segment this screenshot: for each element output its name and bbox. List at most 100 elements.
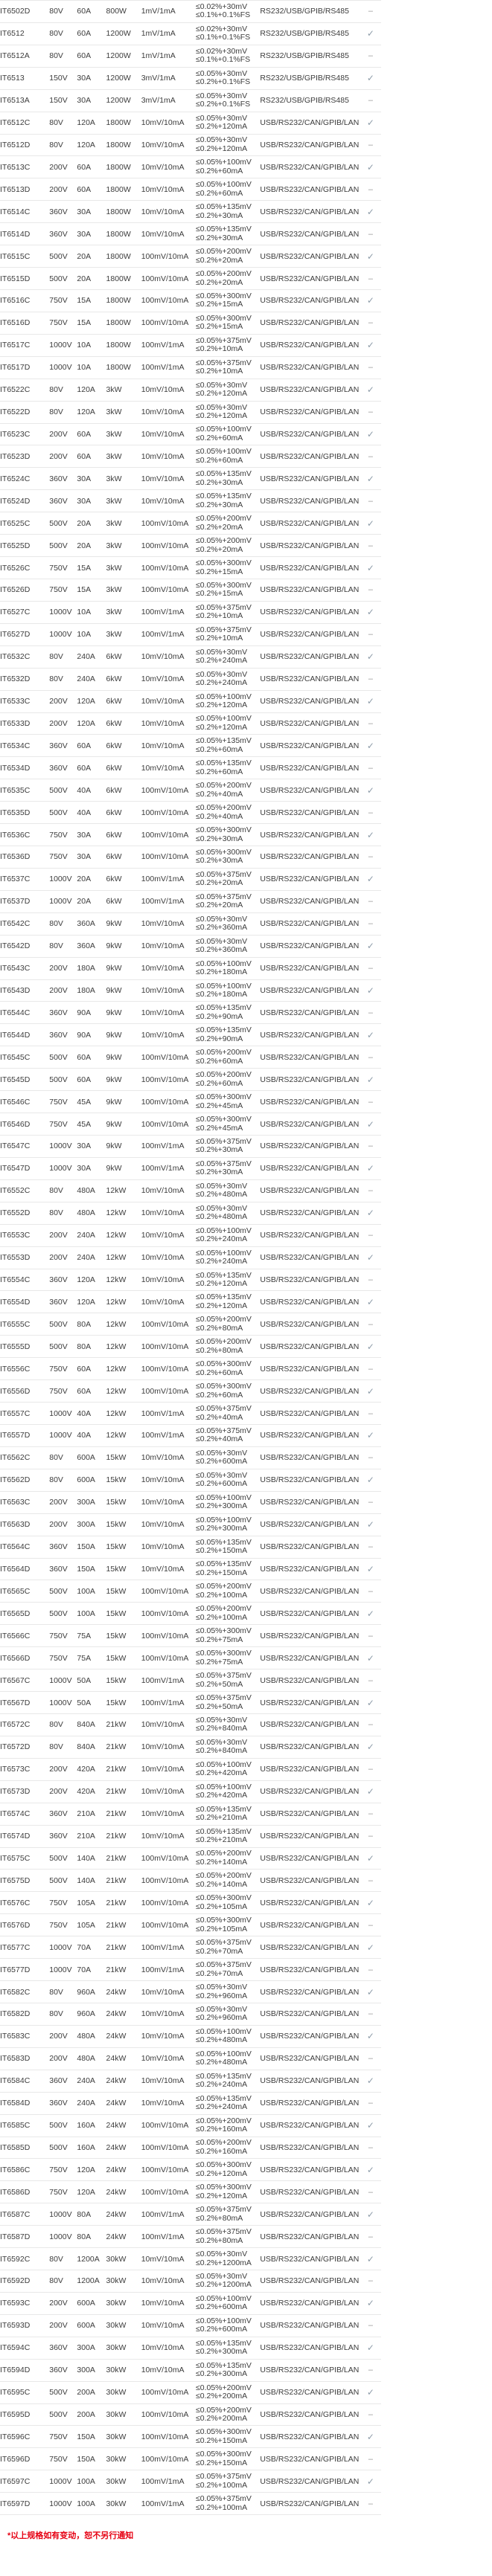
interface-cell: USB/RS232/CAN/GPIB/LAN: [260, 467, 360, 491]
power-cell: 24kW: [106, 1980, 141, 2003]
accuracy-current-line: ≤0.2%+960mA: [195, 2013, 248, 2023]
accuracy-cell: ≤0.05%+200mV ≤0.2%+60mA: [195, 1046, 261, 1069]
dash-icon: –: [368, 451, 373, 461]
mark-cell: –: [360, 1135, 381, 1158]
accuracy-voltage-line: ≤0.05%+100mV: [195, 158, 252, 167]
accuracy-current-line: ≤0.2%+0.1%FS: [195, 100, 251, 109]
current-cell: 240A: [77, 668, 106, 691]
accuracy-current-line: ≤0.2%+100mA: [195, 2502, 248, 2512]
voltage-cell: 200V: [49, 178, 77, 202]
dash-icon: –: [368, 51, 373, 61]
accuracy-voltage-line: ≤0.05%+30mV: [195, 135, 248, 145]
current-cell: 45A: [77, 1090, 106, 1114]
dash-icon: –: [368, 2410, 373, 2420]
model-cell: IT6586D: [0, 2180, 50, 2204]
accuracy-cell: ≤0.05%+135mV ≤0.2%+30mA: [195, 467, 261, 491]
dash-icon: –: [368, 585, 373, 595]
power-cell: 30kW: [106, 2359, 141, 2382]
voltage-cell: 80V: [49, 912, 77, 936]
table-row: IT6545D 500V 60A 9kW 100mV/10mA ≤0.05%+200mV ≤…: [0, 1068, 381, 1092]
current-cell: 100A: [77, 1602, 106, 1626]
mark-cell: –: [360, 2180, 381, 2204]
table-row: IT6514D 360V 30A 1800W 10mV/10mA ≤0.05%+135mV…: [0, 222, 381, 246]
power-cell: 1800W: [106, 134, 141, 157]
voltage-cell: 500V: [49, 1313, 77, 1336]
voltage-cell: 360V: [49, 1001, 77, 1025]
mark-cell: ✓: [360, 1558, 381, 1581]
interface-cell: USB/RS232/CAN/GPIB/LAN: [260, 1157, 360, 1180]
model-cell: IT6593D: [0, 2314, 50, 2337]
model-cell: IT6524D: [0, 489, 50, 513]
mark-cell: –: [360, 1224, 381, 1247]
model-cell: IT6595C: [0, 2381, 50, 2404]
model-cell: IT6574C: [0, 1803, 50, 1826]
dash-icon: –: [368, 1052, 373, 1062]
table-row: IT6554D 360V 120A 12kW 10mV/10mA ≤0.05%+135mV…: [0, 1290, 381, 1314]
accuracy-current-line: ≤0.2%+960mA: [195, 1991, 248, 2000]
accuracy-voltage-line: ≤0.05%+300mV: [195, 2427, 252, 2437]
current-cell: 30A: [77, 222, 106, 246]
accuracy-current-line: ≤0.2%+40mA: [195, 1434, 243, 1444]
accuracy-voltage-line: ≤0.05%+200mV: [195, 536, 252, 546]
power-cell: 21kW: [106, 1958, 141, 1982]
model-cell: IT6524C: [0, 467, 50, 491]
table-row: IT6545C 500V 60A 9kW 100mV/10mA ≤0.05%+200mV ≤…: [0, 1046, 381, 1069]
power-cell: 30kW: [106, 2447, 141, 2471]
check-icon: ✓: [366, 1163, 374, 1174]
current-cell: 20A: [77, 868, 106, 891]
model-cell: IT6563D: [0, 1513, 50, 1536]
mark-cell: –: [360, 1913, 381, 1937]
voltage-cell: 500V: [49, 2381, 77, 2404]
current-cell: 15A: [77, 289, 106, 312]
accuracy-current-line: ≤0.2%+40mA: [195, 1412, 243, 1422]
model-cell: IT6527D: [0, 623, 50, 646]
current-cell: 150A: [77, 1558, 106, 1581]
voltage-cell: 750V: [49, 2425, 77, 2449]
power-cell: 12kW: [106, 1269, 141, 1292]
mark-cell: –: [360, 1825, 381, 1848]
voltage-cell: 80V: [49, 1713, 77, 1736]
accuracy-cell: ≤0.05%+135mV ≤0.2%+120mA: [195, 1269, 261, 1292]
accuracy-voltage-line: ≤0.05%+30mV: [195, 1737, 248, 1747]
mark-cell: –: [360, 0, 381, 23]
resolution-cell: 100mV/10mA: [141, 1313, 196, 1336]
accuracy-voltage-line: ≤0.05%+375mV: [195, 335, 252, 345]
current-cell: 30A: [77, 200, 106, 224]
mark-cell: ✓: [360, 935, 381, 958]
mark-cell: ✓: [360, 1068, 381, 1092]
check-icon: ✓: [366, 2298, 374, 2309]
accuracy-cell: ≤0.05%+300mV ≤0.2%+30mA: [195, 846, 261, 869]
current-cell: 105A: [77, 1913, 106, 1937]
resolution-cell: 10mV/10mA: [141, 2270, 196, 2293]
interface-cell: USB/RS232/CAN/GPIB/LAN: [260, 1269, 360, 1292]
interface-cell: USB/RS232/CAN/GPIB/LAN: [260, 1558, 360, 1581]
resolution-cell: 10mV/10mA: [141, 2092, 196, 2115]
accuracy-voltage-line: ≤0.05%+135mV: [195, 1804, 252, 1814]
resolution-cell: 10mV/10mA: [141, 1825, 196, 1848]
accuracy-voltage-line: ≤0.05%+300mV: [195, 1382, 252, 1391]
voltage-cell: 200V: [49, 1758, 77, 1781]
dash-icon: –: [368, 1542, 373, 1552]
voltage-cell: 200V: [49, 2314, 77, 2337]
dash-icon: –: [368, 1142, 373, 1151]
accuracy-cell: ≤0.05%+30mV ≤0.2%+600mA: [195, 1446, 261, 1469]
voltage-cell: 80V: [49, 2003, 77, 2026]
power-cell: 1800W: [106, 222, 141, 246]
table-row: IT6513D 200V 60A 1800W 10mV/10mA ≤0.05%+100mV…: [0, 178, 381, 202]
accuracy-current-line: ≤0.1%+0.1%FS: [195, 10, 251, 20]
accuracy-voltage-line: ≤0.05%+100mV: [195, 447, 252, 457]
model-cell: IT6537D: [0, 890, 50, 913]
accuracy-current-line: ≤0.2%+75mA: [195, 1635, 243, 1644]
model-cell: IT6583D: [0, 2047, 50, 2070]
dash-icon: –: [368, 96, 373, 106]
interface-cell: USB/RS232/CAN/GPIB/LAN: [260, 1536, 360, 1559]
dash-icon: –: [368, 7, 373, 16]
power-cell: 1800W: [106, 178, 141, 202]
power-cell: 30kW: [106, 2314, 141, 2337]
power-cell: 9kW: [106, 1112, 141, 1136]
power-cell: 30kW: [106, 2425, 141, 2449]
interface-cell: USB/RS232/CAN/GPIB/LAN: [260, 1179, 360, 1202]
accuracy-current-line: ≤0.2%+120mA: [195, 122, 248, 132]
current-cell: 200A: [77, 2381, 106, 2404]
accuracy-cell: ≤0.05%+300mV ≤0.2%+15mA: [195, 289, 261, 312]
